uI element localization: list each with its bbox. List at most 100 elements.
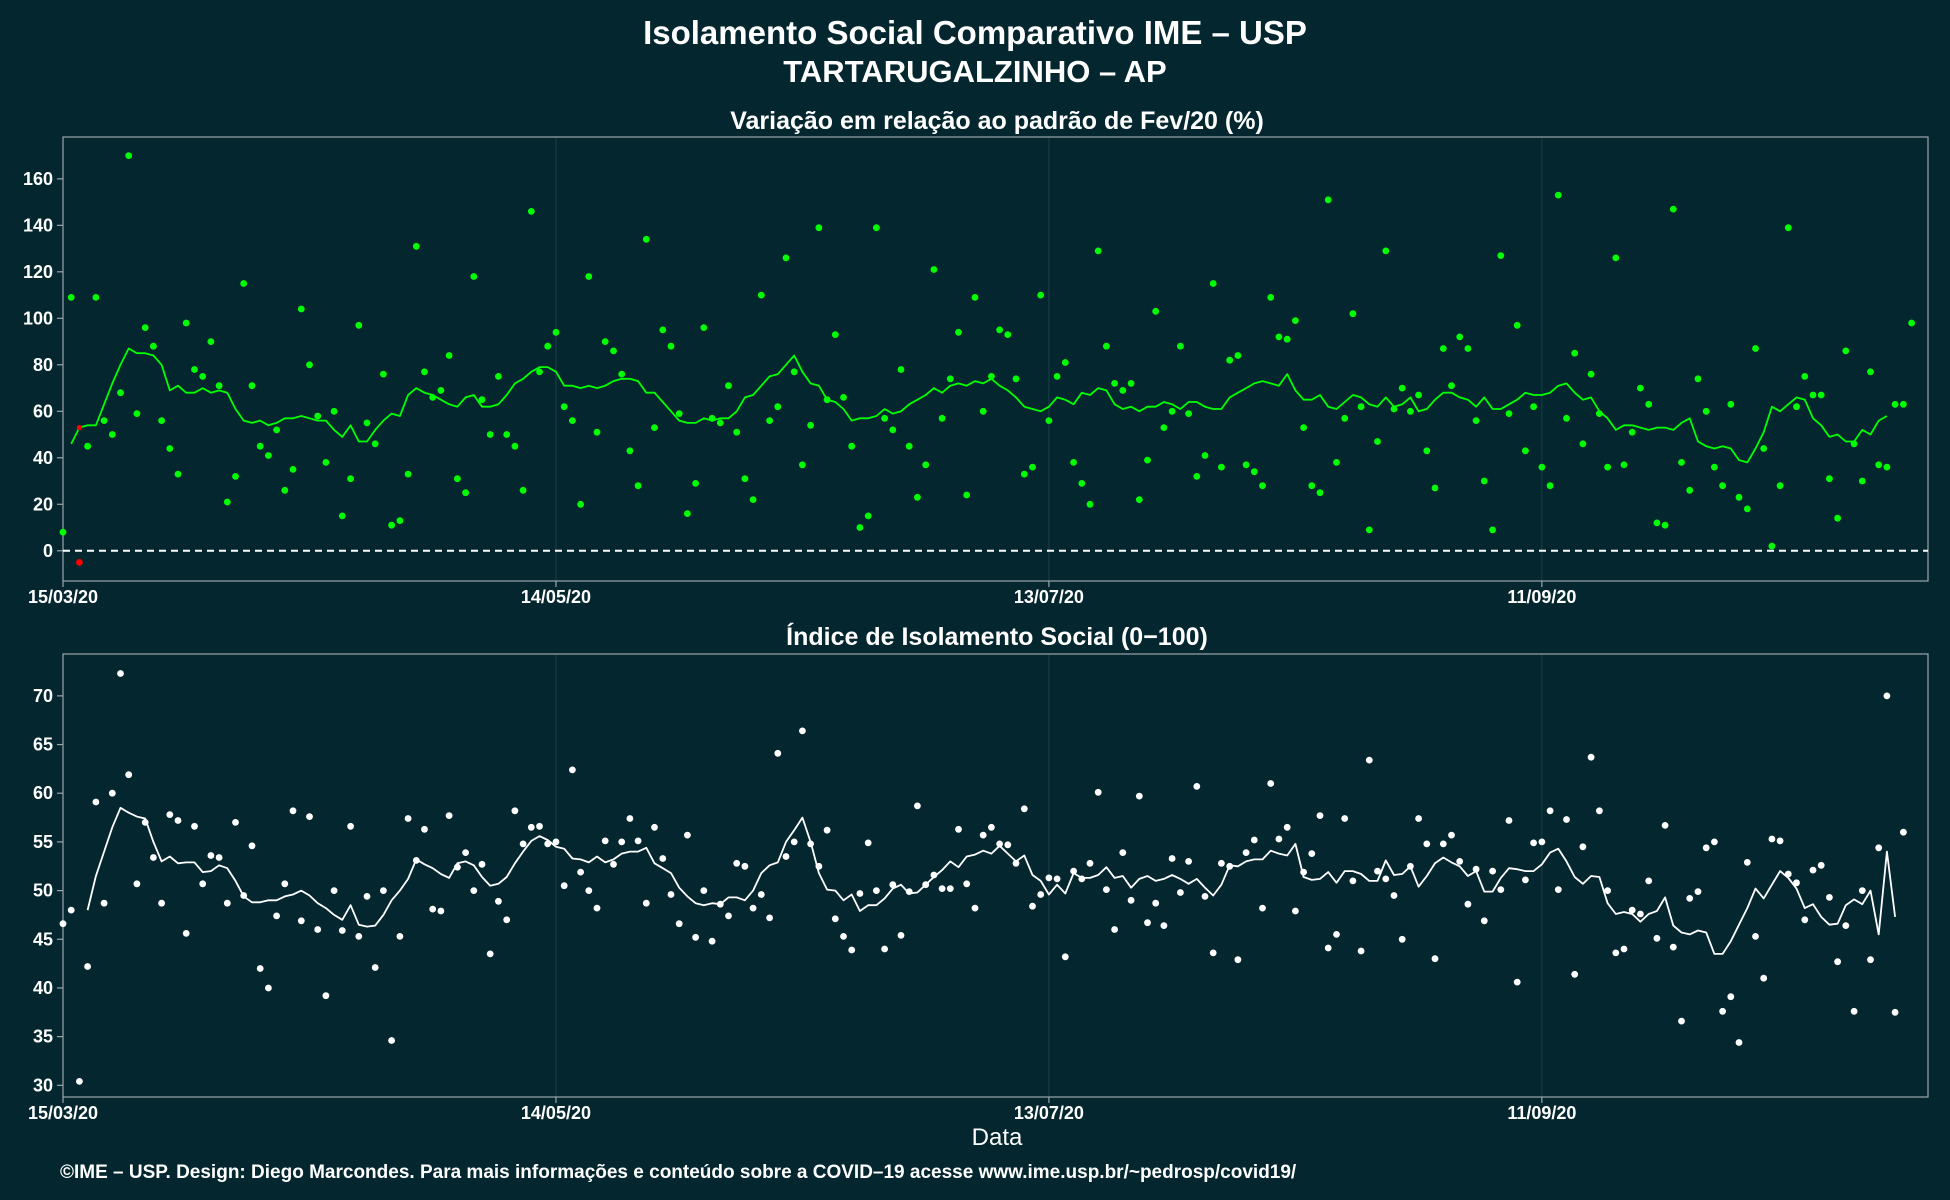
moving-average-line <box>70 347 1888 464</box>
data-point <box>1415 815 1422 822</box>
data-point <box>240 280 248 287</box>
data-point <box>1053 875 1061 883</box>
data-point <box>996 840 1003 848</box>
data-point <box>380 370 387 378</box>
data-point <box>1275 333 1283 341</box>
data-point <box>1842 922 1850 929</box>
data-point <box>59 528 67 536</box>
data-point <box>1686 486 1694 494</box>
data-point <box>807 421 814 429</box>
data-point <box>1012 859 1020 867</box>
data-point <box>527 208 535 215</box>
negative-data-point <box>76 425 82 431</box>
data-point <box>84 442 91 450</box>
data-point <box>67 294 75 301</box>
data-point <box>1456 858 1464 865</box>
data-point <box>873 887 880 894</box>
data-point <box>404 815 412 822</box>
x-tick-label: 11/09/20 <box>1507 1103 1576 1123</box>
data-point <box>1061 953 1069 961</box>
data-point <box>1292 907 1299 915</box>
data-point <box>371 964 379 971</box>
y-tick-label: 60 <box>33 783 53 803</box>
x-axis-title: Data <box>972 1124 1023 1151</box>
data-point <box>1374 438 1381 445</box>
data-point <box>1234 956 1242 964</box>
data-point <box>1415 391 1422 399</box>
data-point <box>593 904 601 912</box>
data-point <box>1209 949 1217 957</box>
data-point <box>1530 839 1537 847</box>
data-point <box>963 880 971 888</box>
data-point <box>150 854 157 861</box>
data-point <box>733 428 741 436</box>
data-point <box>380 887 387 894</box>
data-point <box>1891 1008 1899 1016</box>
data-point <box>511 442 519 450</box>
data-point <box>1259 482 1266 490</box>
data-point <box>1604 887 1611 894</box>
x-tick-label: 13/07/20 <box>1014 1103 1084 1123</box>
data-point <box>297 305 305 313</box>
data-point <box>946 375 954 383</box>
data-point <box>1201 452 1209 459</box>
data-point <box>1193 473 1201 480</box>
data-point <box>667 891 675 898</box>
data-point <box>478 396 486 404</box>
data-point <box>848 442 856 450</box>
data-point <box>905 442 913 450</box>
data-point <box>1711 463 1718 471</box>
data-point <box>1867 368 1874 376</box>
x-tick-label: 14/05/20 <box>521 1103 591 1123</box>
data-point <box>1661 822 1669 829</box>
data-point <box>133 410 141 417</box>
data-point <box>1300 424 1307 431</box>
data-point <box>314 926 322 933</box>
data-point <box>1365 756 1373 764</box>
data-point <box>1834 514 1841 522</box>
data-point <box>478 860 486 868</box>
data-point <box>1793 879 1800 887</box>
data-point <box>306 361 313 369</box>
data-point <box>1382 875 1390 883</box>
y-tick-label: 160 <box>23 169 53 189</box>
data-point <box>1242 849 1250 856</box>
data-point <box>1053 373 1061 380</box>
data-point <box>1357 403 1365 411</box>
data-point <box>199 880 207 888</box>
data-point <box>100 417 108 424</box>
data-point <box>355 933 363 940</box>
data-point <box>117 389 124 397</box>
data-point <box>634 837 642 845</box>
data-point <box>1522 447 1529 455</box>
data-point <box>684 831 691 839</box>
data-point <box>1522 876 1529 884</box>
data-point <box>1431 955 1439 963</box>
data-point <box>971 904 979 912</box>
y-tick-label: 70 <box>33 686 53 706</box>
data-point <box>642 899 650 907</box>
data-point <box>1858 477 1866 485</box>
data-point <box>1875 461 1883 469</box>
data-point <box>1743 859 1751 866</box>
data-point <box>1464 345 1472 352</box>
data-point <box>166 445 174 452</box>
data-point <box>873 224 880 232</box>
data-point <box>503 431 511 438</box>
data-point <box>1530 403 1537 411</box>
y-tick-label: 120 <box>23 262 53 282</box>
data-point <box>1234 352 1242 359</box>
data-point <box>281 486 289 494</box>
data-point <box>1004 841 1012 849</box>
data-point <box>757 891 765 898</box>
data-point <box>1341 815 1349 822</box>
data-point <box>1694 888 1702 895</box>
data-point <box>1669 943 1677 951</box>
data-point <box>92 798 100 806</box>
data-point <box>1628 906 1636 914</box>
data-point <box>651 823 658 831</box>
data-point <box>536 368 543 376</box>
data-point <box>1571 349 1579 357</box>
data-point <box>1801 916 1809 924</box>
data-point <box>1875 844 1883 852</box>
